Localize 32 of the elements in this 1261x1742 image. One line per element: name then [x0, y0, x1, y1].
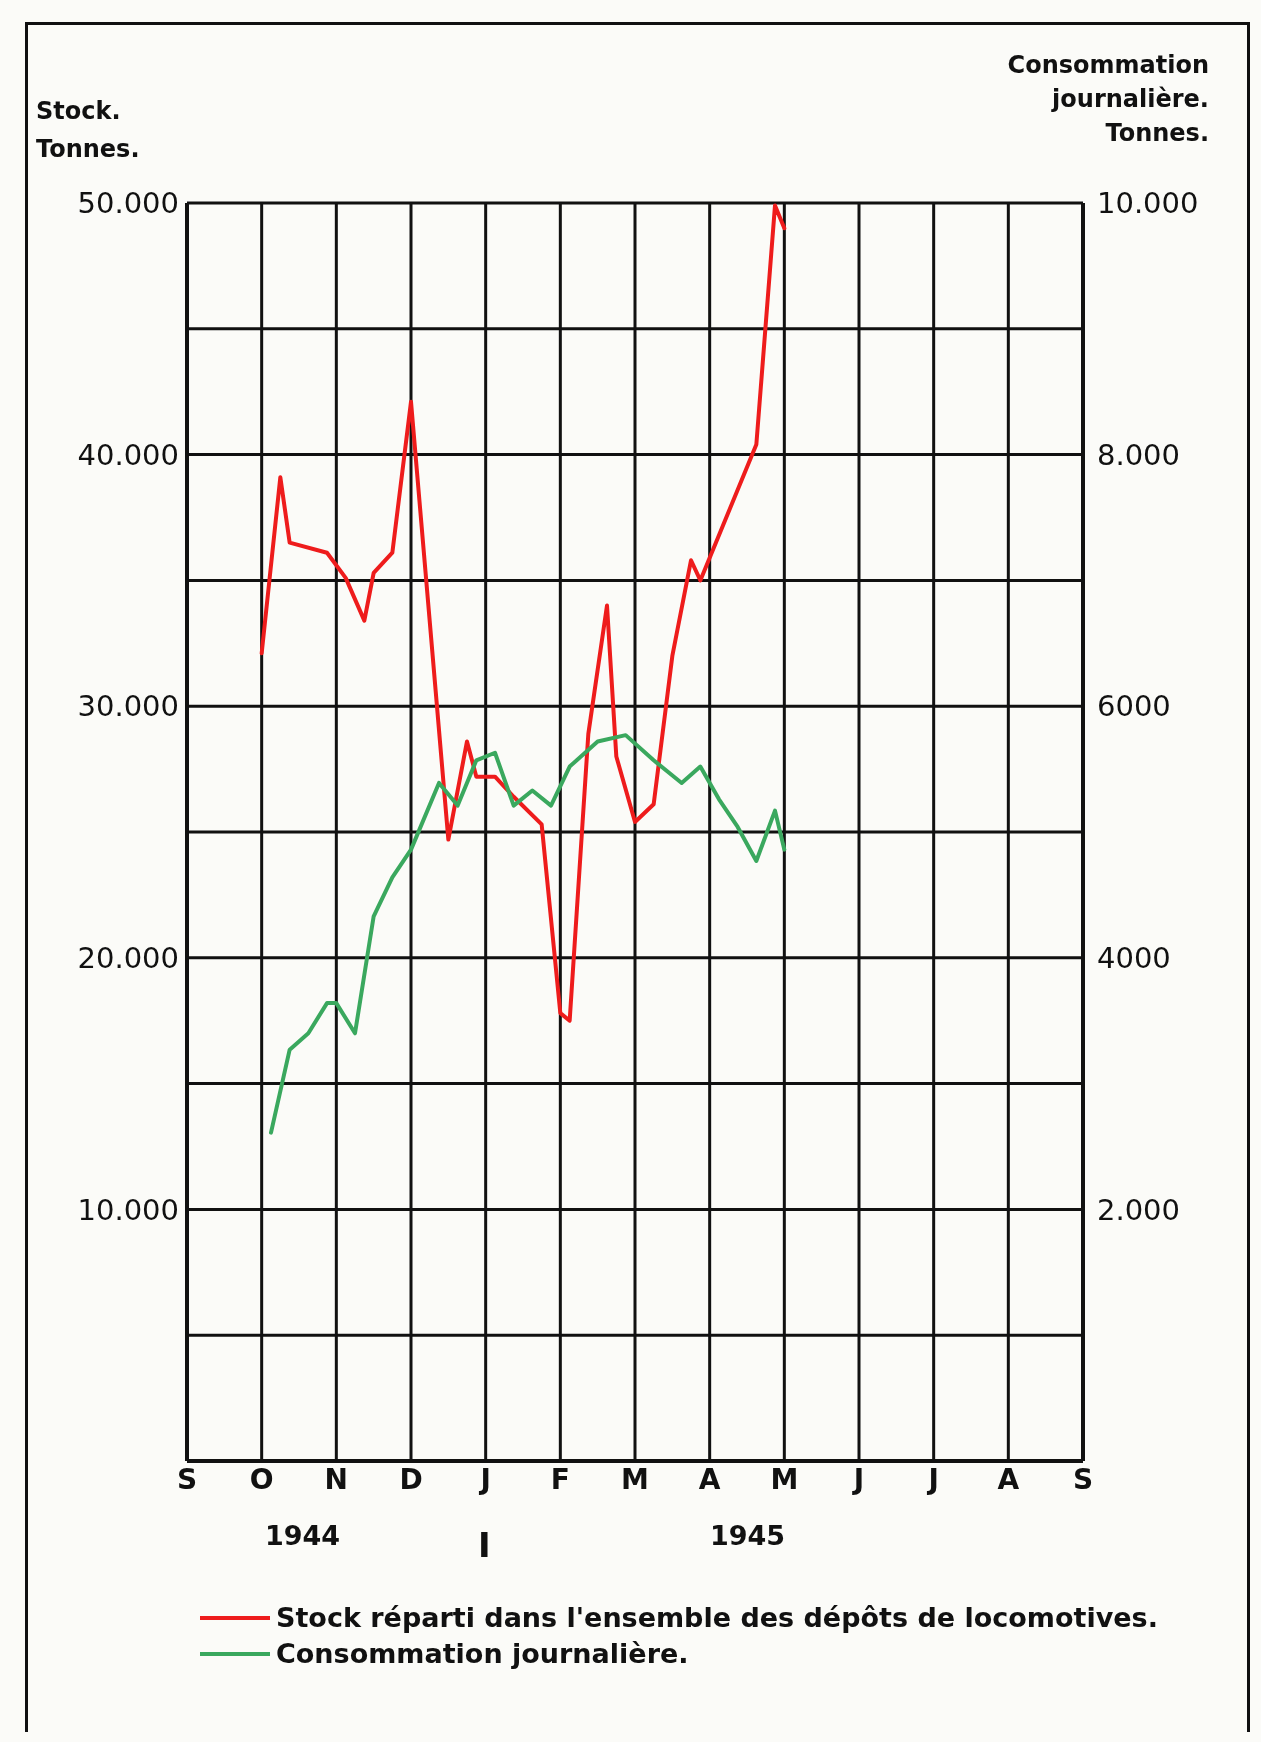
x-tick-label: M: [621, 1462, 649, 1496]
legend-label: Stock réparti dans l'ensemble des dépôts de locomotives.: [276, 1601, 1158, 1635]
x-tick-label: O: [249, 1462, 274, 1496]
x-tick-label: A: [997, 1462, 1020, 1496]
x-tick-label: S: [176, 1462, 198, 1496]
text: 1945: [710, 1520, 786, 1551]
y2-axis-title: Consommation journalière. Tonnes.: [1007, 50, 1209, 149]
text: I: [478, 1525, 491, 1565]
text: 1944: [265, 1520, 341, 1551]
x-tick-label: J: [926, 1462, 939, 1496]
legend-label: Consommation journalière.: [276, 1637, 689, 1671]
x-tick-label: F: [550, 1462, 570, 1496]
y2-tick-label: 4000: [1097, 941, 1171, 976]
x-tick-label: J: [478, 1462, 491, 1496]
x-tick-label: S: [1072, 1462, 1094, 1496]
y2-tick-label: 8.000: [1097, 437, 1181, 472]
y2-tick-label: 10.000: [1097, 186, 1199, 221]
y2-tick-label: 2.000: [1097, 1192, 1181, 1227]
y-tick-label: 40.000: [77, 437, 179, 472]
x-tick-label: D: [399, 1462, 423, 1496]
x-tick-label: M: [770, 1462, 799, 1496]
y-axis-title: Stock. Tonnes.: [36, 96, 140, 165]
y-tick-label: 10.000: [77, 1192, 179, 1227]
line-series: [259, 203, 787, 1023]
y-tick-label: 30.000: [77, 689, 179, 724]
line-series: [269, 733, 787, 1135]
y2-tick-label: 6000: [1097, 689, 1171, 724]
y-tick-label: 20.000: [77, 941, 179, 976]
x-tick-label: N: [324, 1462, 349, 1496]
x-tick-label: A: [698, 1462, 721, 1496]
y-tick-label: 50.000: [77, 186, 179, 221]
x-tick-label: J: [851, 1462, 865, 1496]
